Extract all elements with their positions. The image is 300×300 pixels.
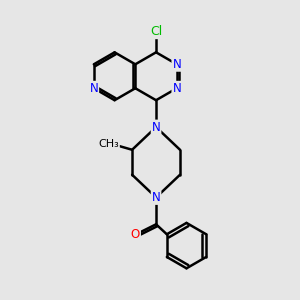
Text: Cl: Cl [150,25,162,38]
Text: N: N [172,58,181,71]
Text: CH₃: CH₃ [98,139,119,148]
Text: O: O [131,228,140,241]
Text: N: N [89,82,98,95]
Text: N: N [172,82,181,95]
Text: N: N [152,191,161,204]
Text: N: N [152,121,161,134]
